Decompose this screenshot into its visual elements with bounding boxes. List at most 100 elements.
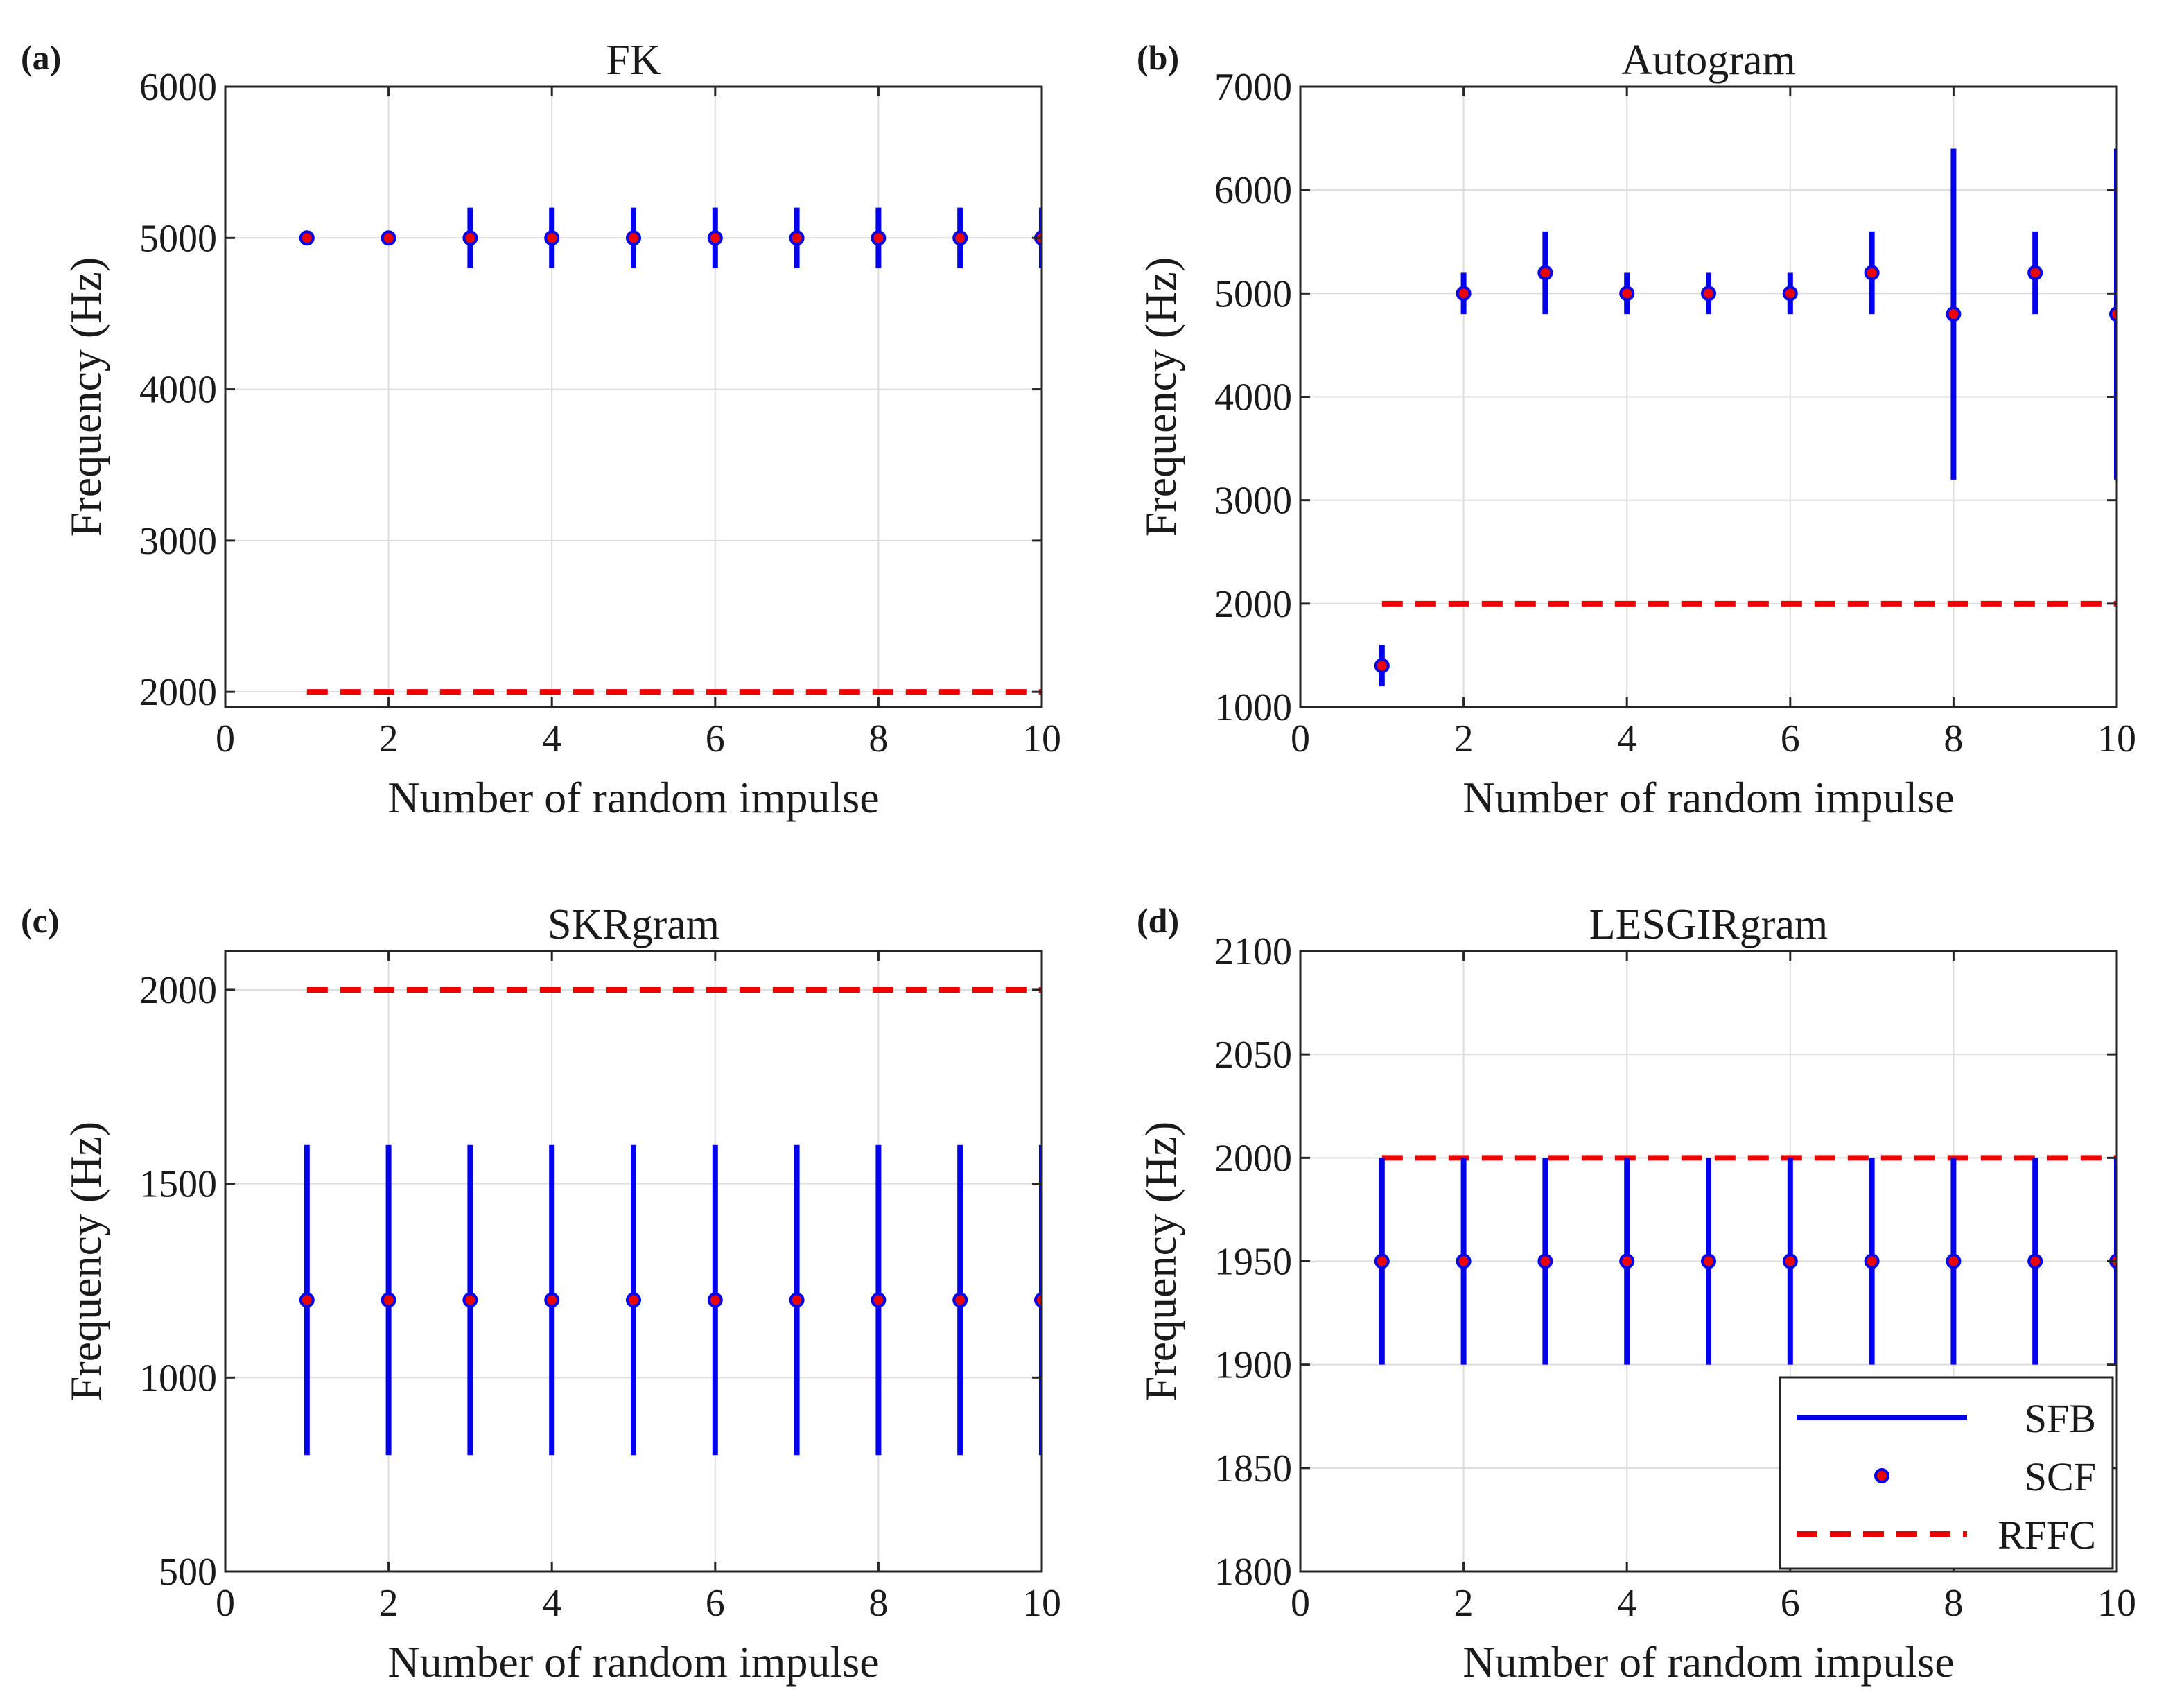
scf-marker [381, 230, 396, 246]
panel-a: 0 2 4 6 8 10 2000 3000 4000 5000 6000 FK (a) Number o… [21, 37, 1061, 822]
x-tick-label: 4 [542, 717, 561, 760]
panel-label: (a) [21, 38, 61, 77]
x-tick-label: 4 [1617, 717, 1636, 760]
x-axis-label: Number of random impulse [1462, 1637, 1954, 1687]
x-tick-label: 6 [1781, 717, 1800, 760]
x-tick-label: 2 [1454, 717, 1474, 760]
chart-title: FK [606, 37, 661, 84]
scf-marker [1782, 1253, 1798, 1269]
y-tick-label: 2000 [139, 969, 217, 1012]
panel-label: (b) [1137, 38, 1179, 77]
scf-marker [626, 1292, 641, 1308]
scf-marker [2027, 1253, 2043, 1269]
plot-area [1374, 1155, 2117, 1365]
y-tick-label: 1900 [1214, 1344, 1292, 1387]
plot-area [1374, 148, 2117, 687]
x-tick-label: 0 [1291, 717, 1310, 760]
x-axis-label: Number of random impulse [387, 1637, 879, 1687]
x-tick-label: 8 [868, 717, 888, 760]
y-tick-label: 1850 [1214, 1447, 1292, 1490]
y-tick-label: 2000 [139, 671, 217, 714]
panel-label: (d) [1137, 901, 1179, 940]
y-axis-label: Frequency (Hz) [61, 1122, 110, 1401]
scf-marker [952, 1292, 968, 1308]
scf-marker [707, 230, 723, 246]
legend-item-rffc: RFFC [1797, 1513, 2096, 1558]
x-tick-label: 8 [868, 1582, 888, 1625]
x-tick-label: 10 [1022, 1582, 1061, 1625]
scf-marker [1701, 1253, 1716, 1269]
x-tick-label: 4 [1617, 1582, 1636, 1625]
y-tick-label: 2000 [1214, 1137, 1292, 1180]
x-tick-label: 8 [1944, 717, 1963, 760]
x-tick-label: 8 [1944, 1582, 1963, 1625]
scf-marker [1782, 286, 1798, 302]
scf-marker [871, 1292, 887, 1308]
legend-label: SCF [2025, 1454, 2096, 1499]
y-tick-label: 3000 [1214, 480, 1292, 523]
scf-marker [707, 1292, 723, 1308]
scf-marker [1537, 1253, 1553, 1269]
scf-marker [1456, 1253, 1472, 1269]
scf-marker [1619, 286, 1635, 302]
x-tick-label: 6 [706, 717, 725, 760]
y-tick-label: 5000 [139, 217, 217, 260]
y-tick-label: 1000 [139, 1357, 217, 1400]
x-tick-label: 0 [216, 1582, 235, 1625]
chart-title: LESGIRgram [1589, 901, 1828, 948]
legend: SFB SCF RFFC [1779, 1376, 2114, 1570]
scf-marker [462, 230, 478, 246]
scf-marker [1864, 1253, 1880, 1269]
x-tick-label: 10 [2097, 717, 2136, 760]
axes-frame [224, 950, 1043, 1573]
x-tick-label: 0 [216, 717, 235, 760]
scf-marker [789, 230, 805, 246]
panel-label: (c) [21, 901, 60, 940]
scf-marker [299, 230, 315, 246]
scf-marker [544, 230, 560, 246]
x-axis-label: Number of random impulse [1462, 773, 1954, 822]
x-tick-label: 2 [379, 717, 399, 760]
plot-area [299, 986, 1042, 1456]
scf-marker [299, 1292, 315, 1308]
y-tick-label: 6000 [1214, 169, 1292, 212]
y-tick-label: 2050 [1214, 1034, 1292, 1077]
y-tick-label: 1950 [1214, 1241, 1292, 1284]
legend-item-scf: SCF [1874, 1454, 2096, 1499]
x-tick-label: 4 [542, 1582, 561, 1625]
y-tick-label: 6000 [139, 66, 217, 109]
chart-title: SKRgram [548, 901, 719, 948]
scf-marker [1537, 265, 1553, 281]
y-tick-label: 1000 [1214, 686, 1292, 729]
y-tick-label: 1500 [139, 1163, 217, 1206]
scf-marker [2027, 265, 2043, 281]
y-tick-label: 1800 [1214, 1551, 1292, 1594]
y-tick-label: 5000 [1214, 272, 1292, 315]
y-tick-label: 4000 [1214, 376, 1292, 419]
scf-marker [1864, 265, 1880, 281]
chart-title: Autogram [1621, 37, 1795, 84]
scf-marker [1701, 286, 1716, 302]
scf-marker [789, 1292, 805, 1308]
scf-marker [626, 230, 641, 246]
plot-area [299, 207, 1042, 695]
x-tick-label: 10 [1022, 717, 1061, 760]
scf-marker [1946, 306, 1962, 322]
scf-marker [1619, 1253, 1635, 1269]
scf-marker [1456, 286, 1472, 302]
panel-b: 0 2 4 6 8 10 1000 2000 3000 4000 5000 6000 7000 Autog… [1136, 37, 2136, 822]
y-axis-label: Frequency (Hz) [61, 257, 110, 537]
scf-marker [1034, 1292, 1042, 1308]
x-tick-label: 10 [2097, 1582, 2136, 1625]
scf-marker [1946, 1253, 1962, 1269]
scf-marker [871, 230, 887, 246]
y-tick-label: 4000 [139, 369, 217, 412]
y-axis-label: Frequency (Hz) [1136, 257, 1185, 537]
scf-marker [544, 1292, 560, 1308]
scf-marker [1374, 658, 1390, 674]
legend-label: SFB [2025, 1396, 2096, 1441]
panel-c: 0 2 4 6 8 10 500 1000 1500 2000 SKRgram (c) Number o… [21, 901, 1061, 1687]
scf-marker [2109, 306, 2117, 322]
